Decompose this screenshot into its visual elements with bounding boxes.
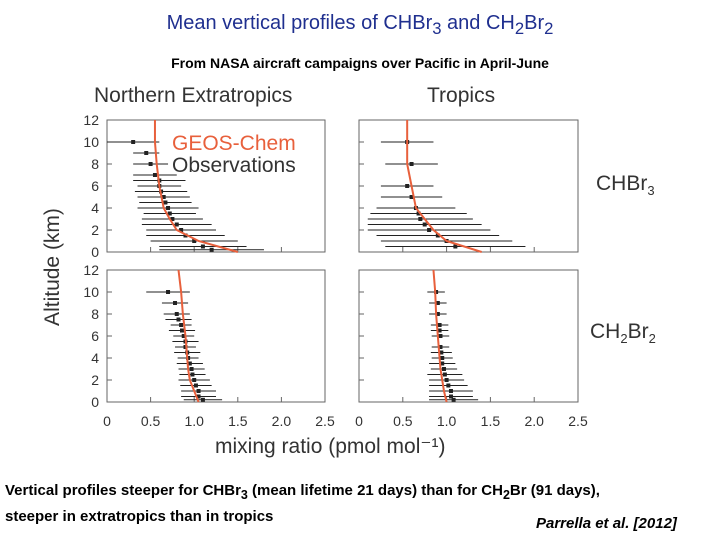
y-tick-label: 4 [91,350,99,366]
legend-model: GEOS-Chem [172,132,296,155]
obs-point [200,244,205,249]
x-tick-label: 2.5 [568,413,588,429]
x-tick-label: 0.5 [393,413,413,429]
panel-title-extratropics: Northern Extratropics [94,84,293,107]
obs-point [437,323,442,327]
y-tick-label: 2 [91,222,99,238]
obs-point [418,217,423,221]
y-tick-label: 8 [91,156,99,172]
obs-point [152,173,157,177]
obs-point [200,397,205,402]
citation: Parrella et al. [2012] [536,515,677,532]
obs-point [405,184,410,188]
obs-point [192,239,197,243]
obs-point [179,323,184,327]
y-tick-label: 6 [91,178,99,194]
obs-point [161,195,166,199]
obs-point [439,350,444,355]
obs-point [192,378,197,382]
species-label-ch2br2: CH2Br2 [590,320,656,347]
obs-point [196,394,201,399]
obs-point [453,244,458,249]
obs-point [409,195,414,199]
obs-point [174,312,179,316]
obs-point [435,312,440,316]
obs-point [441,367,446,371]
model-line [406,120,482,253]
obs-point [193,383,198,388]
y-tick-label: 12 [83,262,99,278]
obs-point [179,228,184,232]
obs-point [166,206,171,210]
y-tick-label: 12 [83,112,99,128]
obs-point [438,345,443,349]
x-axis-label: mixing ratio (pmol mol⁻¹) [215,435,446,458]
panel-title-tropics: Tropics [427,84,496,107]
obs-point [181,334,186,338]
obs-point [173,301,178,305]
y-tick-label: 0 [91,244,99,260]
obs-point [435,301,440,305]
obs-point [427,228,432,232]
obs-point [167,211,172,216]
x-tick-label: 0 [355,413,363,429]
obs-point [435,233,440,238]
x-tick-label: 1.5 [481,413,501,429]
x-tick-label: 2.0 [272,413,292,429]
obs-point [409,162,414,166]
species-label-chbr3: CHBr3 [596,172,655,199]
chart-area: 0 2 4 6 8 10 12 0 2 4 6 8 10 12 0 0.5 1.0 1.5 2.0 2.5 0 0.5 1.… [83,112,588,429]
obs-point [170,217,175,221]
y-tick-label: 4 [91,200,99,216]
panel-frame [358,269,579,403]
obs-point [166,290,171,294]
obs-point [163,200,168,205]
obs-point [174,222,179,227]
obs-point [209,247,214,252]
page-title: Mean vertical profiles of CHBr3 and CH2B… [166,12,554,38]
caption: Vertical profiles steeper for CHBr3 (mea… [5,482,600,525]
obs-point [437,328,442,333]
x-tick-label: 2.5 [315,413,335,429]
model-line [153,120,239,253]
obs-point [444,378,449,382]
obs-point [189,367,194,371]
obs-point [187,361,192,366]
x-tick-label: 0 [103,413,111,429]
obs-point [422,222,427,227]
obs-point [148,162,153,166]
y-tick-label: 8 [91,306,99,322]
y-tick-label: 0 [91,394,99,410]
obs-point [190,372,195,377]
obs-point [442,372,447,377]
panel-frame [106,269,326,403]
obs-point [451,397,456,402]
model-line [177,269,200,403]
obs-point [446,383,451,388]
model-line [432,269,448,403]
subtitle: From NASA aircraft campaigns over Pacifi… [171,55,549,71]
legend-observations: Observations [172,154,296,177]
y-tick-label: 10 [83,134,99,150]
y-tick-label: 2 [91,372,99,388]
obs-point [440,356,445,360]
x-tick-label: 2.0 [524,413,544,429]
x-tick-label: 1.0 [184,413,204,429]
obs-point [440,361,445,366]
x-tick-label: 1.5 [228,413,248,429]
obs-point [144,151,149,155]
x-tick-label: 0.5 [141,413,161,429]
x-tick-label: 1.0 [437,413,457,429]
obs-point [448,389,453,393]
obs-point [176,317,181,322]
obs-point [196,389,201,393]
obs-point [448,394,453,399]
obs-point [131,140,136,144]
obs-point [438,334,443,338]
obs-point [179,328,184,333]
obs-point [416,211,421,216]
y-tick-label: 10 [83,284,99,300]
y-tick-label: 6 [91,328,99,344]
